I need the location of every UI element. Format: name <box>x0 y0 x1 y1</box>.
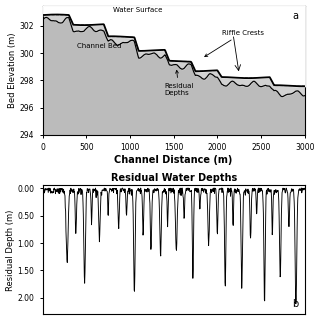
Text: Channel Bed: Channel Bed <box>77 43 121 49</box>
X-axis label: Channel Distance (m): Channel Distance (m) <box>115 155 233 165</box>
Text: Water Surface: Water Surface <box>113 7 163 13</box>
Text: Residual
Depths: Residual Depths <box>164 70 194 96</box>
Y-axis label: Residual Depth (m): Residual Depth (m) <box>5 209 14 291</box>
Y-axis label: Bed Elevation (m): Bed Elevation (m) <box>8 32 17 108</box>
Text: b: b <box>292 299 298 309</box>
Text: a: a <box>292 11 298 21</box>
Text: Riffle Crests: Riffle Crests <box>205 30 264 57</box>
Title: Residual Water Depths: Residual Water Depths <box>110 173 237 183</box>
